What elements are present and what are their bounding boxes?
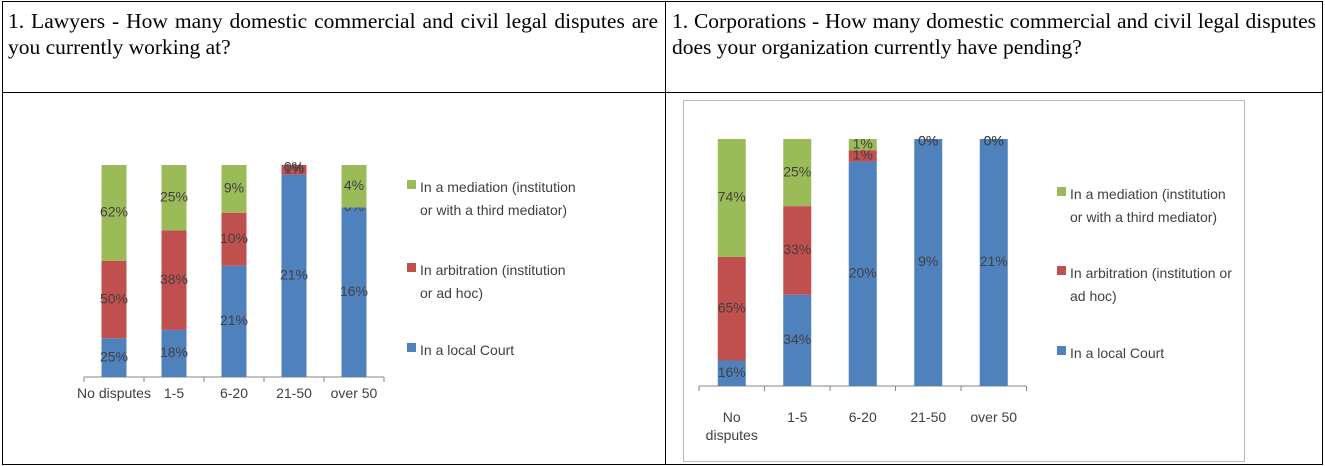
bar-segment xyxy=(101,260,127,339)
value-label: 38% xyxy=(160,271,188,287)
x-tick-label: No disputes xyxy=(705,409,758,443)
legend-swatch xyxy=(1057,266,1066,275)
bar-segment xyxy=(221,212,247,266)
value-label: 25% xyxy=(160,188,188,204)
value-label: 18% xyxy=(160,344,188,360)
bar-segment xyxy=(848,139,877,151)
legend-label: In arbitration (institution or ad hoc) xyxy=(1070,265,1232,304)
value-label: 9% xyxy=(224,180,244,196)
x-tick-label: over 50 xyxy=(970,409,1018,425)
table-border xyxy=(665,1,666,465)
value-label: 0% xyxy=(918,133,938,149)
value-label: 21% xyxy=(980,253,1008,269)
value-label: 34% xyxy=(783,331,811,347)
bar-segment xyxy=(161,165,187,231)
bar-segment xyxy=(783,206,812,295)
bar-segment xyxy=(341,165,367,208)
value-label: 21% xyxy=(220,312,248,328)
value-label: 16% xyxy=(718,364,746,380)
table-border xyxy=(2,1,3,465)
value-label: 9% xyxy=(918,253,938,269)
legend-swatch xyxy=(1057,346,1066,355)
bar-segment xyxy=(281,165,307,175)
value-label: 10% xyxy=(220,230,248,246)
bar-segment xyxy=(101,165,127,261)
bar-segment xyxy=(717,139,746,257)
bar-segment xyxy=(717,256,746,361)
bar-segment xyxy=(341,207,367,377)
x-tick-label: 1-5 xyxy=(163,385,185,401)
value-label: 0% xyxy=(284,159,304,175)
value-label: 25% xyxy=(100,348,128,364)
value-label: 62% xyxy=(100,204,128,220)
x-tick-label: 21-50 xyxy=(276,385,312,401)
x-tick-label: 6-20 xyxy=(219,385,249,401)
legend-swatch xyxy=(407,263,416,272)
bar-segment xyxy=(783,139,812,207)
legend-label: In a local Court xyxy=(1070,345,1165,361)
bar-segment xyxy=(848,150,877,162)
bar-segment xyxy=(717,360,746,386)
bar-segment xyxy=(914,139,943,386)
value-label: 33% xyxy=(783,241,811,257)
question-header: 1. Lawyers - How many domestic commercia… xyxy=(8,9,658,59)
value-label: 4% xyxy=(344,177,364,193)
table-border xyxy=(1322,1,1323,465)
value-label: 0% xyxy=(918,133,938,149)
value-label: 0% xyxy=(984,133,1004,149)
value-label: 50% xyxy=(100,290,128,306)
value-label: 0% xyxy=(984,133,1004,149)
value-label: 1% xyxy=(853,147,873,163)
value-label: 20% xyxy=(849,264,877,280)
legend-label: In a mediation (institution or with a th… xyxy=(420,179,576,218)
x-tick-label: 21-50 xyxy=(910,409,947,425)
bar-segment xyxy=(783,294,812,386)
bar-segment xyxy=(101,338,127,377)
value-label: 1% xyxy=(284,161,304,177)
legend-swatch xyxy=(407,343,416,352)
legend-label: In a mediation (institution or with a th… xyxy=(1070,186,1226,225)
bar-segment xyxy=(281,174,307,377)
legend-label: In arbitration (institution or ad hoc) xyxy=(420,262,566,301)
value-label: 21% xyxy=(280,267,308,283)
value-label: 1% xyxy=(853,135,873,151)
question-header: 1. Corporations - How many domestic comm… xyxy=(672,9,1316,59)
legend-swatch xyxy=(407,180,416,189)
legend-label: In a local Court xyxy=(420,342,515,358)
value-label: 25% xyxy=(783,163,811,179)
table-border xyxy=(2,464,1323,465)
bar-segment xyxy=(221,265,247,377)
chart-frame xyxy=(683,100,1245,462)
value-label: 65% xyxy=(718,299,746,315)
bar-segment xyxy=(161,329,187,377)
legend-swatch xyxy=(1057,187,1066,196)
x-tick-label: No disputes xyxy=(77,385,151,401)
x-tick-label: over 50 xyxy=(330,385,378,401)
table-border xyxy=(2,1,1323,2)
table-border xyxy=(2,92,1323,93)
x-tick-label: 6-20 xyxy=(848,409,877,425)
value-label: 16% xyxy=(340,283,368,299)
x-tick-label: 1-5 xyxy=(787,409,808,425)
bar-segment xyxy=(979,139,1008,386)
bar-segment xyxy=(848,161,877,386)
value-label: 74% xyxy=(718,189,746,205)
bar-segment xyxy=(161,230,187,330)
bar-segment xyxy=(221,165,247,213)
